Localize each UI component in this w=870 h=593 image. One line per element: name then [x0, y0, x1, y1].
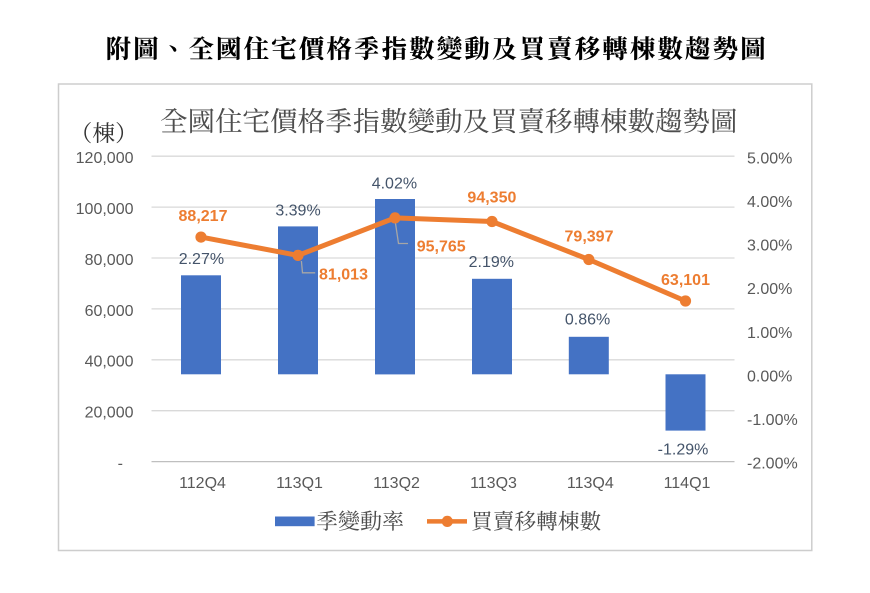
svg-text:-2.00%: -2.00%	[747, 456, 798, 473]
svg-text:113Q3: 113Q3	[470, 475, 517, 492]
svg-text:-1.00%: -1.00%	[747, 412, 798, 429]
svg-text:81,013: 81,013	[319, 267, 368, 284]
svg-text:2.27%: 2.27%	[179, 251, 224, 268]
svg-text:80,000: 80,000	[85, 252, 134, 269]
svg-text:-: -	[118, 456, 123, 473]
svg-text:100,000: 100,000	[76, 201, 134, 218]
svg-text:3.00%: 3.00%	[747, 238, 792, 255]
svg-text:0.00%: 0.00%	[747, 368, 792, 385]
svg-text:5.00%: 5.00%	[747, 150, 792, 167]
svg-text:2.00%: 2.00%	[747, 281, 792, 298]
svg-text:112Q4: 112Q4	[179, 475, 226, 492]
svg-text:4.00%: 4.00%	[747, 194, 792, 211]
svg-text:1.00%: 1.00%	[747, 325, 792, 342]
svg-text:4.02%: 4.02%	[372, 175, 417, 192]
svg-text:113Q2: 113Q2	[373, 475, 420, 492]
svg-text:2.19%: 2.19%	[469, 254, 514, 271]
svg-text:120,000: 120,000	[76, 150, 134, 167]
svg-text:94,350: 94,350	[467, 189, 516, 206]
svg-text:79,397: 79,397	[565, 229, 614, 246]
svg-text:40,000: 40,000	[85, 354, 134, 371]
svg-text:60,000: 60,000	[85, 303, 134, 320]
svg-text:113Q1: 113Q1	[276, 475, 323, 492]
svg-text:3.39%: 3.39%	[275, 203, 320, 220]
svg-text:113Q4: 113Q4	[567, 475, 614, 492]
svg-text:-1.29%: -1.29%	[658, 442, 709, 459]
svg-text:95,765: 95,765	[417, 239, 466, 256]
svg-text:20,000: 20,000	[85, 405, 134, 422]
svg-text:88,217: 88,217	[179, 208, 228, 225]
svg-text:63,101: 63,101	[661, 272, 710, 289]
svg-text:114Q1: 114Q1	[664, 475, 711, 492]
svg-text:0.86%: 0.86%	[565, 312, 610, 329]
